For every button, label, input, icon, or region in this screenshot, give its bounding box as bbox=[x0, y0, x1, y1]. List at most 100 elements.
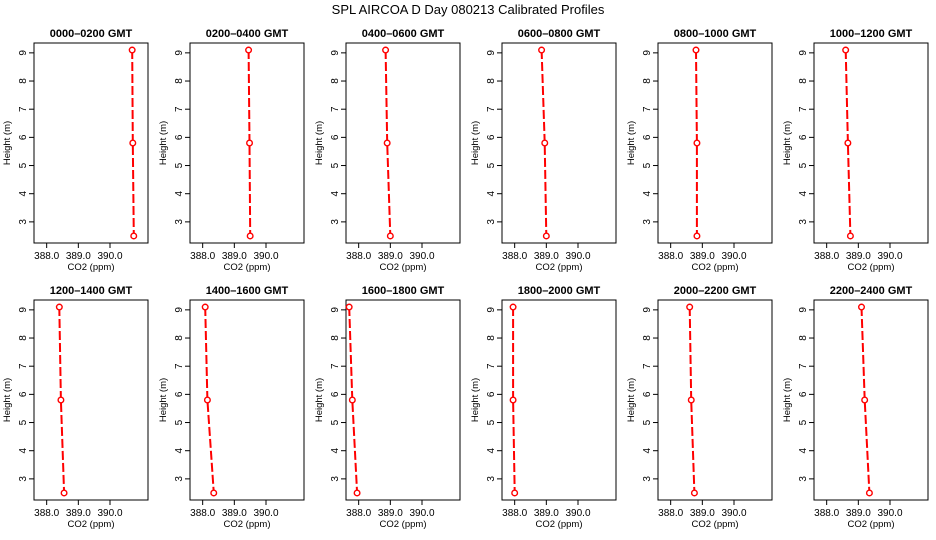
x-tick-label: 390.0 bbox=[565, 508, 590, 519]
y-tick-label: 8 bbox=[174, 335, 185, 341]
y-axis-label: Height (m) bbox=[314, 121, 325, 165]
panel-title: 1400–1600 GMT bbox=[206, 285, 289, 297]
y-tick-label: 4 bbox=[174, 447, 185, 453]
data-point bbox=[245, 46, 253, 54]
x-tick-label: 389.0 bbox=[222, 251, 247, 262]
data-point bbox=[210, 489, 218, 497]
x-tick-label: 388.0 bbox=[190, 251, 215, 262]
panel: 2000–2200 GMT 388.0 389.0 390.0 3 4 5 6 7 8 9 CO2 (… bbox=[626, 285, 773, 530]
x-tick-label: 389.0 bbox=[222, 508, 247, 519]
panel: 1800–2000 GMT 388.0 389.0 390.0 3 4 5 6 7 8 9 CO2 (… bbox=[470, 285, 617, 530]
panel: 1600–1800 GMT 388.0 389.0 390.0 3 4 5 6 7 8 9 CO2 (… bbox=[314, 285, 461, 530]
x-tick-label: 389.0 bbox=[378, 251, 403, 262]
y-tick-label: 8 bbox=[798, 335, 809, 341]
x-tick-label: 388.0 bbox=[346, 508, 371, 519]
x-axis-label: CO2 (ppm) bbox=[692, 519, 739, 530]
profile-line bbox=[844, 49, 852, 237]
x-tick-label: 390.0 bbox=[409, 508, 434, 519]
x-axis-label: CO2 (ppm) bbox=[68, 519, 115, 530]
y-tick-label: 8 bbox=[798, 78, 809, 84]
data-point bbox=[842, 46, 850, 54]
data-point bbox=[246, 139, 254, 147]
data-point bbox=[693, 232, 701, 240]
x-axis-label: CO2 (ppm) bbox=[848, 519, 895, 530]
y-tick-label: 9 bbox=[330, 50, 341, 56]
plot-frame bbox=[501, 299, 617, 501]
plot-frame bbox=[189, 42, 305, 244]
y-tick-label: 8 bbox=[642, 335, 653, 341]
data-point bbox=[203, 396, 211, 404]
data-point bbox=[693, 139, 701, 147]
y-tick-label: 8 bbox=[18, 335, 29, 341]
x-axis-label: CO2 (ppm) bbox=[224, 519, 271, 530]
y-tick-label: 5 bbox=[174, 162, 185, 168]
panel-title: 0000–0200 GMT bbox=[50, 28, 133, 40]
y-tick-label: 3 bbox=[642, 476, 653, 482]
y-tick-label: 5 bbox=[486, 162, 497, 168]
data-point bbox=[353, 489, 361, 497]
y-tick-label: 8 bbox=[330, 78, 341, 84]
x-axis-label: CO2 (ppm) bbox=[536, 262, 583, 273]
panel-title: 1000–1200 GMT bbox=[830, 28, 913, 40]
y-tick-label: 9 bbox=[174, 307, 185, 313]
data-point bbox=[692, 46, 700, 54]
x-tick-label: 389.0 bbox=[534, 508, 559, 519]
y-axis-label: Height (m) bbox=[2, 121, 13, 165]
y-tick-label: 8 bbox=[642, 78, 653, 84]
y-axis-label: Height (m) bbox=[158, 378, 169, 422]
y-tick-label: 7 bbox=[330, 106, 341, 112]
x-tick-label: 388.0 bbox=[34, 251, 59, 262]
x-axis-label: CO2 (ppm) bbox=[380, 262, 427, 273]
y-tick-label: 4 bbox=[330, 190, 341, 196]
panel-title: 1200–1400 GMT bbox=[50, 285, 133, 297]
y-tick-label: 5 bbox=[486, 419, 497, 425]
data-point bbox=[542, 232, 550, 240]
panel: 1000–1200 GMT 388.0 389.0 390.0 3 4 5 6 7 8 9 CO2 (… bbox=[782, 28, 929, 273]
x-tick-label: 390.0 bbox=[253, 251, 278, 262]
plot-frame bbox=[33, 42, 149, 244]
data-point bbox=[511, 489, 519, 497]
x-tick-label: 389.0 bbox=[534, 251, 559, 262]
y-tick-label: 7 bbox=[642, 106, 653, 112]
profile-line bbox=[348, 306, 359, 494]
panel: 0800–1000 GMT 388.0 389.0 390.0 3 4 5 6 7 8 9 CO2 (… bbox=[626, 28, 773, 273]
x-axis-label: CO2 (ppm) bbox=[692, 262, 739, 273]
y-tick-label: 9 bbox=[642, 307, 653, 313]
y-tick-label: 3 bbox=[798, 219, 809, 225]
y-tick-label: 7 bbox=[798, 363, 809, 369]
x-tick-label: 389.0 bbox=[846, 251, 871, 262]
y-axis-label: Height (m) bbox=[470, 121, 481, 165]
plot-frame bbox=[813, 299, 929, 501]
y-tick-label: 5 bbox=[642, 162, 653, 168]
x-tick-label: 388.0 bbox=[502, 508, 527, 519]
y-tick-label: 4 bbox=[174, 190, 185, 196]
x-tick-label: 389.0 bbox=[846, 508, 871, 519]
profile-line bbox=[247, 49, 252, 237]
y-tick-label: 3 bbox=[486, 219, 497, 225]
data-point bbox=[865, 489, 873, 497]
y-tick-label: 7 bbox=[18, 106, 29, 112]
x-tick-label: 390.0 bbox=[877, 508, 902, 519]
x-tick-label: 388.0 bbox=[814, 251, 839, 262]
y-tick-label: 6 bbox=[174, 134, 185, 140]
x-tick-label: 390.0 bbox=[97, 251, 122, 262]
data-point bbox=[846, 232, 854, 240]
data-point bbox=[129, 139, 137, 147]
x-tick-label: 390.0 bbox=[721, 251, 746, 262]
y-tick-label: 3 bbox=[174, 219, 185, 225]
plot-frame bbox=[657, 42, 773, 244]
y-tick-label: 6 bbox=[330, 134, 341, 140]
y-tick-label: 7 bbox=[486, 363, 497, 369]
y-tick-label: 9 bbox=[330, 307, 341, 313]
panel: 1400–1600 GMT 388.0 389.0 390.0 3 4 5 6 7 8 9 CO2 (… bbox=[158, 285, 305, 530]
plot-frame bbox=[345, 42, 461, 244]
x-tick-label: 389.0 bbox=[378, 508, 403, 519]
profile-line bbox=[58, 306, 66, 494]
profile-line bbox=[384, 49, 392, 237]
y-tick-label: 6 bbox=[18, 134, 29, 140]
y-tick-label: 8 bbox=[486, 78, 497, 84]
panel-title: 0600–0800 GMT bbox=[518, 28, 601, 40]
y-axis-label: Height (m) bbox=[470, 378, 481, 422]
panel-title: 0200–0400 GMT bbox=[206, 28, 289, 40]
panel-title: 1600–1800 GMT bbox=[362, 285, 445, 297]
